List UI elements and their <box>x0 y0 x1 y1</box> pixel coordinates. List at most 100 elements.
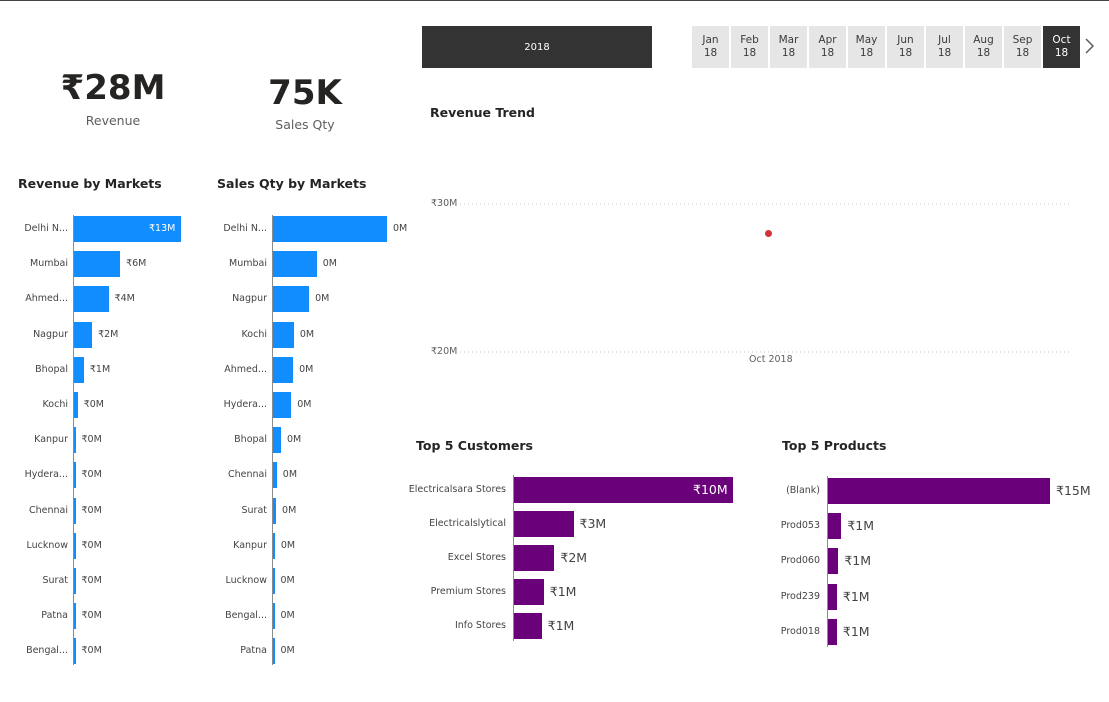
bar-5[interactable] <box>74 392 78 418</box>
sales-qty-by-markets-title: Sales Qty by Markets <box>217 176 367 191</box>
data-label: ₹0M <box>81 645 102 657</box>
year-slicer-label: 2018 <box>524 41 550 53</box>
month-button-oct[interactable]: Oct 18 <box>1043 26 1080 68</box>
month-button-apr[interactable]: Apr 18 <box>809 26 846 68</box>
bar-11[interactable] <box>273 603 275 630</box>
bar-1[interactable] <box>273 251 317 278</box>
month-button-sep[interactable]: Sep 18 <box>1004 26 1041 68</box>
top5-products-title: Top 5 Products <box>782 438 887 453</box>
data-label: 0M <box>282 469 298 481</box>
year-slicer-2018[interactable]: 2018 <box>422 26 652 68</box>
data-label: 0M <box>299 328 315 340</box>
revenue-trend-title: Revenue Trend <box>430 105 535 120</box>
data-label: ₹0M <box>81 610 102 622</box>
trend-point-oct-2018[interactable] <box>764 230 772 238</box>
category-label: Prod239 <box>780 590 820 602</box>
month-button-jan[interactable]: Jan 18 <box>692 26 729 68</box>
y-tick-20m: ₹20M <box>431 346 458 357</box>
month-year: 18 <box>898 47 913 59</box>
category-label: Hydera... <box>24 469 68 481</box>
month-year: 18 <box>1054 47 1069 59</box>
category-label: Lucknow <box>225 575 267 586</box>
category-label: Kochi <box>42 399 68 410</box>
bar-6[interactable] <box>74 427 76 454</box>
month-name: Jun <box>897 34 914 46</box>
bar-6[interactable] <box>273 427 281 454</box>
month-button-aug[interactable]: Aug 18 <box>965 26 1002 68</box>
category-label: Bhopal <box>234 434 267 446</box>
category-label: Hydera... <box>223 399 267 410</box>
bar-10[interactable] <box>74 568 76 594</box>
bar-8[interactable] <box>74 497 76 524</box>
category-label: Mumbai <box>30 258 68 270</box>
bar-11[interactable] <box>74 603 76 630</box>
month-button-jun[interactable]: Jun 18 <box>887 26 924 68</box>
bar-0[interactable] <box>273 216 387 242</box>
month-name: Sep <box>1012 34 1033 46</box>
data-label: ₹1M <box>847 518 875 534</box>
month-year: 18 <box>820 47 835 59</box>
kpi-revenue-value: ₹28M <box>60 68 166 108</box>
bar-8[interactable] <box>273 497 277 524</box>
month-button-mar[interactable]: Mar 18 <box>770 26 807 68</box>
data-label: 0M <box>280 610 295 622</box>
data-label: ₹0M <box>81 469 102 481</box>
bar-12[interactable] <box>273 638 275 665</box>
top5-customers-title: Top 5 Customers <box>416 438 533 453</box>
bar-3[interactable] <box>828 583 837 610</box>
month-button-feb[interactable]: Feb 18 <box>731 26 768 68</box>
bar-9[interactable] <box>273 532 275 559</box>
chevron-right-icon[interactable] <box>1082 36 1096 56</box>
bar-1[interactable] <box>74 251 121 278</box>
category-label: Patna <box>41 610 68 622</box>
month-year: 18 <box>976 47 991 59</box>
bar-2[interactable] <box>273 286 310 313</box>
bar-3[interactable] <box>514 579 544 605</box>
bar-12[interactable] <box>74 638 76 665</box>
bar-3[interactable] <box>273 321 294 348</box>
month-button-may[interactable]: May 18 <box>848 26 885 68</box>
bar-1[interactable] <box>514 511 574 537</box>
month-name: May <box>855 34 878 46</box>
bar-4[interactable] <box>74 356 84 383</box>
month-year: 18 <box>742 47 757 59</box>
category-label: Surat <box>241 504 267 516</box>
month-button-jul[interactable]: Jul 18 <box>926 26 963 68</box>
month-name: Oct <box>1052 34 1071 46</box>
bar-0[interactable] <box>74 216 181 242</box>
bar-0[interactable] <box>828 478 1050 504</box>
month-year: 18 <box>1015 47 1030 59</box>
revenue-by-markets-title: Revenue by Markets <box>18 176 162 191</box>
bar-7[interactable] <box>273 462 277 489</box>
bar-10[interactable] <box>273 568 275 594</box>
month-year: 18 <box>937 47 952 59</box>
category-label: Excel Stores <box>447 552 506 563</box>
kpi-sales-qty-value: 75K <box>268 73 342 113</box>
month-name: Jan <box>702 34 719 46</box>
bar-0[interactable] <box>514 477 733 503</box>
bar-4[interactable] <box>514 613 542 639</box>
bar-9[interactable] <box>74 532 76 559</box>
data-label: ₹1M <box>842 623 870 639</box>
bar-4[interactable] <box>828 618 837 645</box>
data-label: ₹0M <box>81 504 102 516</box>
bar-1[interactable] <box>828 513 842 540</box>
bar-2[interactable] <box>514 545 555 571</box>
data-label: ₹2M <box>560 550 588 565</box>
data-label: ₹1M <box>842 588 870 604</box>
month-year: 18 <box>781 47 796 59</box>
bar-4[interactable] <box>273 356 294 383</box>
category-axis <box>272 215 273 666</box>
month-name: Apr <box>818 34 837 46</box>
category-axis <box>73 215 74 666</box>
bar-7[interactable] <box>74 462 76 489</box>
bar-2[interactable] <box>74 286 109 313</box>
category-label: Electricalslytical <box>429 518 506 529</box>
bar-2[interactable] <box>828 548 839 575</box>
data-label: ₹15M <box>1056 483 1091 498</box>
data-label: 0M <box>315 293 330 305</box>
bar-5[interactable] <box>273 392 292 418</box>
data-label: 0M <box>299 363 314 375</box>
bar-3[interactable] <box>74 321 93 348</box>
data-label: 0M <box>297 399 312 410</box>
